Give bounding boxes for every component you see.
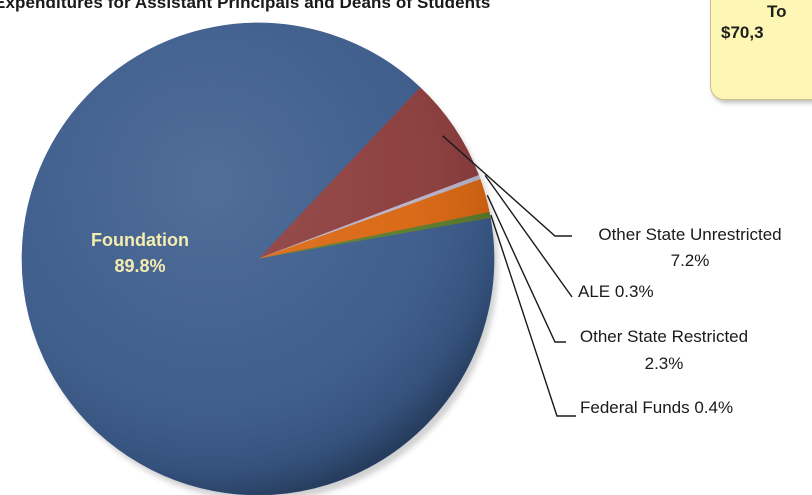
label-foundation-name: Foundation	[91, 230, 189, 250]
label-federal-funds: Federal Funds 0.4%	[580, 398, 733, 417]
leader-federal-funds	[490, 214, 576, 417]
label-other-state-restricted-name: Other State Restricted	[580, 327, 748, 346]
leader-ale	[484, 174, 573, 298]
label-foundation-pct: 89.8%	[114, 256, 165, 276]
leader-other-state-restricted	[486, 194, 566, 343]
label-ale: ALE 0.3%	[578, 282, 654, 301]
pie-shading	[22, 23, 494, 495]
leader-other-state-unrestricted	[442, 135, 572, 237]
label-other-state-unrestricted-pct: 7.2%	[671, 251, 710, 270]
total-callout: To $70,3	[710, 0, 812, 100]
label-other-state-restricted-pct: 2.3%	[645, 354, 684, 373]
label-other-state-unrestricted-name: Other State Unrestricted	[598, 225, 781, 244]
callout-line2: $70,3	[721, 23, 764, 42]
leader-lines	[442, 135, 576, 417]
callout-line1: To	[767, 2, 787, 21]
chart-title: Expenditures for Assistant Principals an…	[0, 0, 491, 12]
